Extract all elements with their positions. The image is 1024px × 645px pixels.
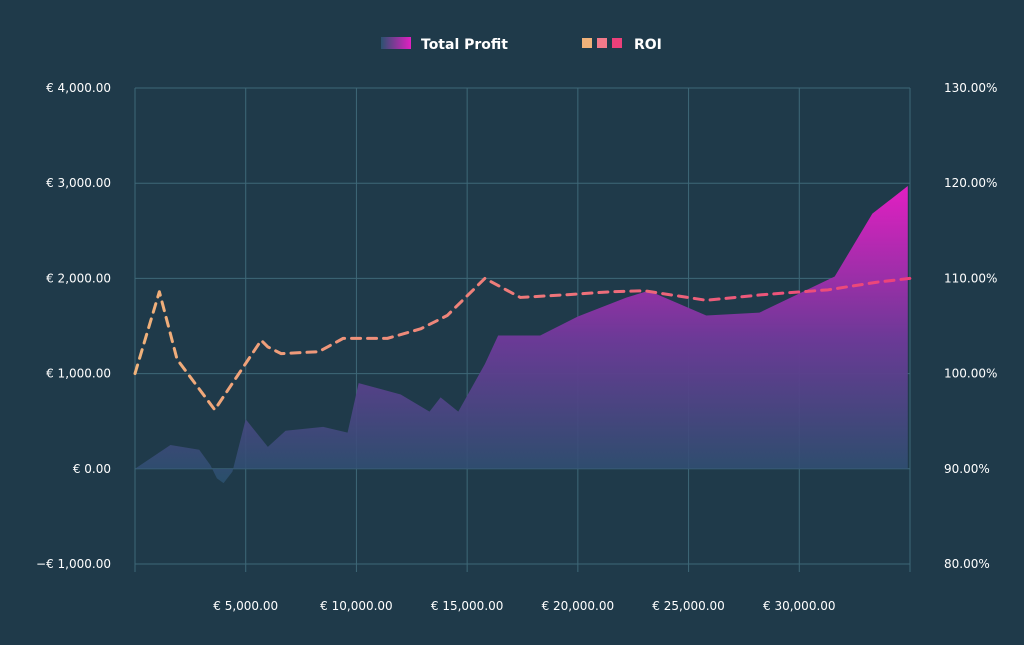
series-total-profit-area: [135, 186, 908, 484]
y-tick-label: € 4,000.00: [46, 81, 111, 95]
legend-label-total-profit: Total Profit: [421, 37, 508, 53]
roi-point: [610, 291, 612, 293]
x-tick-label: € 5,000.00: [213, 599, 278, 613]
legend: Total Profit ROI: [381, 37, 662, 53]
roi-point: [643, 290, 645, 292]
y-axis-left: € 4,000.00 € 3,000.00 € 2,000.00 € 1,000.00…: [36, 81, 111, 571]
plot-lines: [133, 276, 912, 412]
y2-tick-label: 90.00%: [944, 462, 990, 476]
legend-swatch-total-profit: [381, 37, 411, 49]
legend-label-roi: ROI: [634, 37, 662, 53]
y2-tick-label: 120.00%: [944, 176, 997, 190]
y2-tick-label: 110.00%: [944, 271, 997, 285]
roi-point: [176, 358, 178, 360]
y-tick-label: −€ 1,000.00: [36, 557, 111, 571]
legend-swatch-roi-dash: [582, 38, 592, 48]
y2-tick-label: 80.00%: [944, 557, 990, 571]
y2-tick-label: 100.00%: [944, 367, 997, 381]
legend-swatch-roi: [582, 38, 622, 48]
x-tick-label: € 15,000.00: [431, 599, 504, 613]
x-tick-label: € 10,000.00: [320, 599, 393, 613]
roi-point: [318, 351, 320, 353]
y-axis-right: 130.00% 120.00% 110.00% 100.00% 90.00% 80.00%: [944, 81, 997, 571]
roi-point: [705, 299, 707, 301]
y2-tick-label: 130.00%: [944, 81, 997, 95]
plot-area: [135, 186, 908, 484]
x-axis: € 5,000.00 € 10,000.00 € 15,000.00 € 20,000…: [213, 599, 835, 613]
x-tick-label: € 20,000.00: [542, 599, 615, 613]
y-tick-label: € 3,000.00: [46, 176, 111, 190]
series-roi-line: [133, 276, 912, 412]
y-tick-label: € 2,000.00: [46, 271, 111, 285]
legend-swatch-roi-dash: [597, 38, 607, 48]
y-tick-label: € 0.00: [73, 462, 111, 476]
legend-swatch-roi-dash: [612, 38, 622, 48]
x-tick-label: € 30,000.00: [763, 599, 836, 613]
x-tick-label: € 25,000.00: [652, 599, 725, 613]
y-tick-label: € 1,000.00: [46, 367, 111, 381]
